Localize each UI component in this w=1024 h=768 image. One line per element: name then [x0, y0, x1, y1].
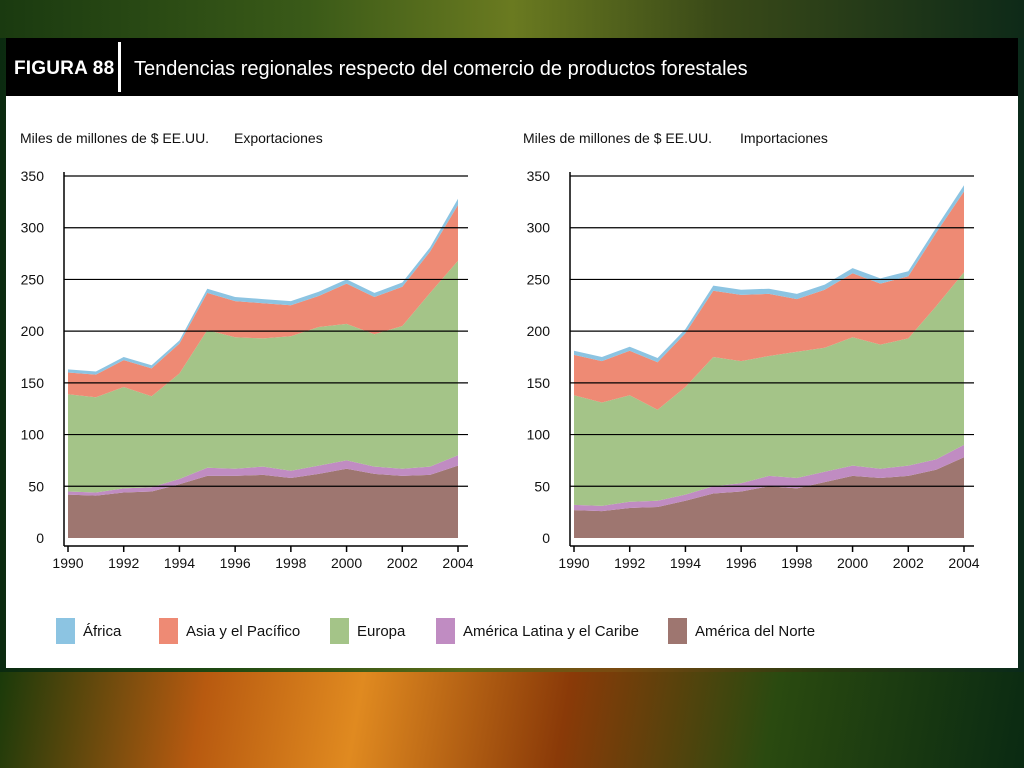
- x-tick-label: 1996: [726, 555, 757, 571]
- figure-title: Tendencias regionales respecto del comer…: [134, 58, 748, 80]
- legend-label: Europa: [357, 622, 406, 640]
- x-tick-label: 1994: [670, 555, 701, 571]
- legend-item-asia_pacifico: Asia y el Pacífico: [159, 618, 300, 644]
- y-tick-label: 100: [527, 427, 551, 443]
- legend-label: América del Norte: [695, 622, 816, 640]
- area-america_latina: [574, 444, 964, 512]
- x-tick-label: 2004: [442, 555, 473, 571]
- x-tick-label: 1998: [781, 555, 812, 571]
- x-tick-label: 2000: [837, 555, 868, 571]
- figure-panel: FIGURA 88 Tendencias regionales respecto…: [6, 38, 1018, 668]
- y-tick-label: 50: [534, 478, 550, 494]
- x-tick-label: 1996: [220, 555, 251, 571]
- y-tick-label: 0: [36, 530, 44, 546]
- chart-legend: África Asia y el Pacífico Europa América La…: [56, 618, 956, 648]
- y-tick-label: 200: [21, 323, 45, 339]
- area-asia_pacifico: [68, 205, 458, 398]
- x-tick-label: 1992: [108, 555, 139, 571]
- area-america_norte: [574, 457, 964, 538]
- header-divider: [118, 42, 121, 92]
- x-tick-label: 1990: [52, 555, 83, 571]
- chart-exportaciones: 0 50 100 150 200 250 300 350 1990 1992 1994 1996 199…: [20, 130, 474, 571]
- y-tick-label: 50: [28, 478, 44, 494]
- y-tick-label: 300: [21, 220, 45, 236]
- y-tick-label: 350: [527, 168, 551, 184]
- legend-swatch: [159, 618, 178, 644]
- y-tick-label: 200: [527, 323, 551, 339]
- legend-item-europa: Europa: [330, 618, 405, 644]
- y-tick-label: 0: [542, 530, 550, 546]
- area-europa: [574, 272, 964, 506]
- x-tick-label: 2004: [948, 555, 979, 571]
- y-tick-label: 250: [21, 271, 45, 287]
- legend-label: Asia y el Pacífico: [186, 622, 301, 640]
- chart-importaciones: 0 50 100 150 200 250 300 350 1990 1992 1994 1996 199…: [523, 130, 980, 571]
- legend-swatch: [436, 618, 455, 644]
- chart-subtitle: Exportaciones: [234, 130, 323, 146]
- x-tick-label: 1994: [164, 555, 195, 571]
- x-tick-label: 1992: [614, 555, 645, 571]
- figure-header: FIGURA 88 Tendencias regionales respecto…: [6, 38, 1018, 96]
- area-america_norte: [68, 465, 458, 538]
- y-tick-label: 350: [21, 168, 45, 184]
- legend-label: África: [83, 622, 122, 640]
- area-america_latina: [68, 455, 458, 496]
- legend-swatch: [330, 618, 349, 644]
- unit-label: Miles de millones de $ EE.UU.: [523, 130, 712, 146]
- legend-label: América Latina y el Caribe: [463, 622, 639, 640]
- figure-label: FIGURA 88: [14, 58, 115, 79]
- y-tick-label: 250: [527, 271, 551, 287]
- background-bottom-band: [0, 672, 1024, 768]
- x-tick-label: 2000: [331, 555, 362, 571]
- background-top-band: [0, 0, 1024, 38]
- x-tick-label: 1998: [275, 555, 306, 571]
- legend-item-america_norte: América del Norte: [668, 618, 815, 644]
- legend-swatch: [668, 618, 687, 644]
- area-asia_pacifico: [574, 191, 964, 410]
- unit-label: Miles de millones de $ EE.UU.: [20, 130, 209, 146]
- x-tick-label: 2002: [893, 555, 924, 571]
- y-tick-label: 300: [527, 220, 551, 236]
- y-tick-label: 150: [527, 375, 551, 391]
- legend-item-africa: África: [56, 618, 121, 644]
- legend-item-america_latina: América Latina y el Caribe: [436, 618, 639, 644]
- x-tick-label: 1990: [558, 555, 589, 571]
- legend-swatch: [56, 618, 75, 644]
- x-tick-label: 2002: [387, 555, 418, 571]
- chart-subtitle: Importaciones: [740, 130, 828, 146]
- y-tick-label: 100: [21, 427, 45, 443]
- y-tick-label: 150: [21, 375, 45, 391]
